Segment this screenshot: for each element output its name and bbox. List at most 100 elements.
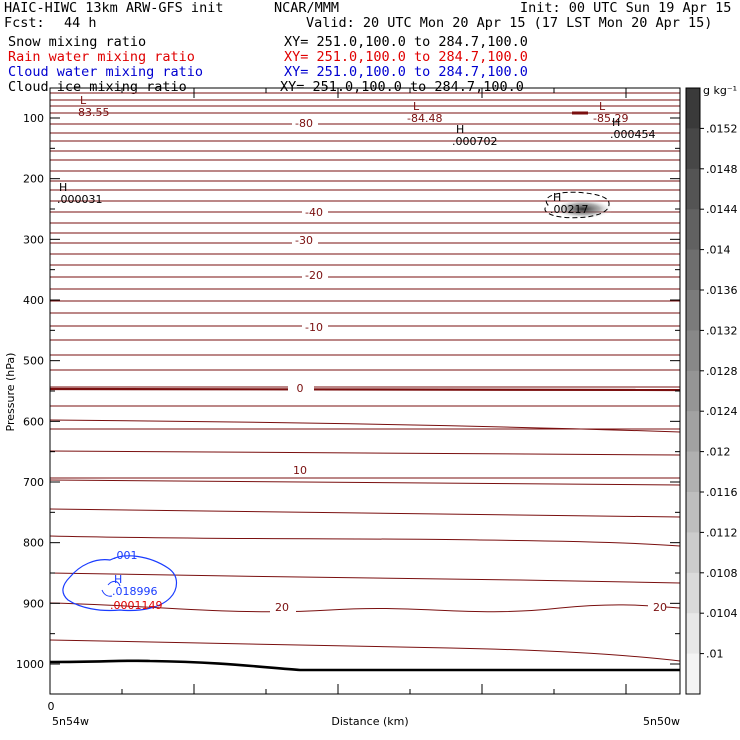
fcst-label: Fcst: (4, 15, 45, 31)
isotherm-line (49, 387, 681, 392)
colorbar-swatch (686, 249, 700, 291)
temperature-contours (49, 92, 681, 672)
extremum-value: .000702 (452, 135, 498, 148)
field-rain-name: Rain water mixing ratio (8, 49, 195, 65)
colorbar-tick-label: .014 (706, 244, 731, 257)
extremum-value: .001 (113, 549, 138, 562)
extremum-value: -85.29 (593, 112, 628, 125)
y-tick-label: 600 (23, 415, 44, 428)
contour-label: -10 (305, 321, 323, 334)
isotherm-line (49, 639, 681, 662)
isotherm-line (49, 450, 681, 456)
colorbar-tick-label: .0112 (706, 526, 738, 539)
extremum-value: -83.55 (74, 106, 109, 119)
extremum-type: L (413, 100, 420, 113)
isotherm-line (49, 535, 681, 547)
colorbar: .0152 .0148 .0144 .014 .0136 .0132 .0128 .0124.… (685, 84, 738, 695)
extremum-type: H (114, 573, 122, 586)
field-snow-name: Snow mixing ratio (8, 34, 147, 50)
contour-label: -30 (295, 234, 313, 247)
x-axis-label: Distance (km) (331, 715, 408, 728)
colorbar-unit: g kg⁻¹ (703, 84, 737, 97)
colorbar-swatch (686, 370, 700, 412)
contour-label-bg (302, 270, 328, 282)
extremum-type: L (80, 94, 87, 107)
cloud-ice-contour (544, 191, 610, 219)
colorbar-swatch (686, 290, 700, 331)
x-tick-label: 0 (48, 700, 55, 713)
y-tick-label: 500 (23, 355, 44, 368)
valid-time: Valid: 20 UTC Mon 20 Apr 15 (17 LST Mon … (306, 15, 713, 31)
colorbar-swatch (686, 209, 700, 251)
x-right-endpoint: 5n50w (643, 715, 680, 728)
colorbar-swatch (686, 572, 700, 614)
contour-label: -20 (305, 269, 323, 282)
contour-label-bg (270, 602, 296, 614)
isotherm-line (49, 508, 681, 518)
colorbar-swatch (686, 653, 700, 695)
contour-label-bg (302, 322, 328, 334)
colorbar-swatch (686, 411, 700, 453)
plot-axes: 1002003004005006007008009001000Pressure … (4, 87, 681, 728)
colorbar-tick-label: .0108 (706, 567, 738, 580)
colorbar-swatch (686, 613, 700, 655)
fcst-value: 44 h (64, 15, 97, 31)
field-cloudwater-name: Cloud water mixing ratio (8, 64, 204, 80)
colorbar-tick-label: .012 (706, 446, 731, 459)
colorbar-tick-label: .0124 (706, 405, 738, 418)
extremum-value: -84.48 (407, 112, 442, 125)
features (62, 191, 613, 612)
colorbar-frame (685, 87, 701, 695)
contour-label: 10 (293, 464, 307, 477)
colorbar-tick-label: .01 (706, 648, 724, 661)
extremum-type: H (612, 116, 620, 129)
y-tick-label: 800 (23, 537, 44, 550)
field-snow-xy: XY= 251.0,100.0 to 284.7,100.0 (284, 34, 528, 50)
contour-label-bg (292, 118, 318, 130)
cloud-water-inner-contour (101, 580, 121, 597)
colorbar-swatch (686, 330, 700, 372)
colorbar-swatch (686, 532, 700, 574)
extremum-value: .00217 (550, 203, 589, 216)
y-tick-label: 100 (23, 112, 44, 125)
y-axis-label: Pressure (hPa) (4, 353, 17, 432)
y-tick-label: 700 (23, 476, 44, 489)
colorbar-tick-label: .0104 (706, 607, 738, 620)
colorbar-tick-label: .0144 (706, 203, 738, 216)
extremum-type: L (599, 100, 606, 113)
contour-label-bg (292, 235, 318, 247)
field-cloudwater-xy: XY= 251.0,100.0 to 284.7,100.0 (284, 64, 528, 80)
extremum-value: .0001149 (110, 599, 163, 612)
isotherm-line (49, 602, 681, 613)
colorbar-swatch (686, 451, 700, 493)
colorbar-tick-label: .0132 (706, 324, 738, 337)
contour-label: -40 (305, 206, 323, 219)
extremum-value: .000031 (57, 193, 103, 206)
colorbar-swatch (686, 88, 700, 129)
isotherm-line (49, 572, 681, 584)
contour-label-bg (288, 465, 314, 477)
isotherm-line (49, 479, 681, 486)
contour-label-bg (302, 207, 328, 219)
isotherm-line (49, 419, 681, 433)
y-tick-label: 1000 (16, 658, 44, 671)
extremum-value: .000454 (610, 128, 656, 141)
contour-label: 20 (275, 601, 289, 614)
contour-label: 20 (653, 601, 667, 614)
contour-label: 0 (297, 382, 304, 395)
y-tick-label: 400 (23, 294, 44, 307)
colorbar-tick-label: .0136 (706, 284, 738, 297)
extremum-type: H (553, 191, 561, 204)
isotherm-line (49, 659, 680, 672)
extremum-type: H (59, 181, 67, 194)
y-tick-label: 900 (23, 597, 44, 610)
y-tick-label: 300 (23, 233, 44, 246)
x-left-endpoint: 5n54w (52, 715, 89, 728)
model-title: HAIC-HIWC 13km ARW-GFS init (4, 0, 224, 16)
colorbar-swatch (686, 492, 700, 533)
colorbar-tick-label: .0116 (706, 486, 738, 499)
field-rain-xy: XY= 251.0,100.0 to 284.7,100.0 (284, 49, 528, 65)
cloud-water-contour (62, 555, 178, 612)
